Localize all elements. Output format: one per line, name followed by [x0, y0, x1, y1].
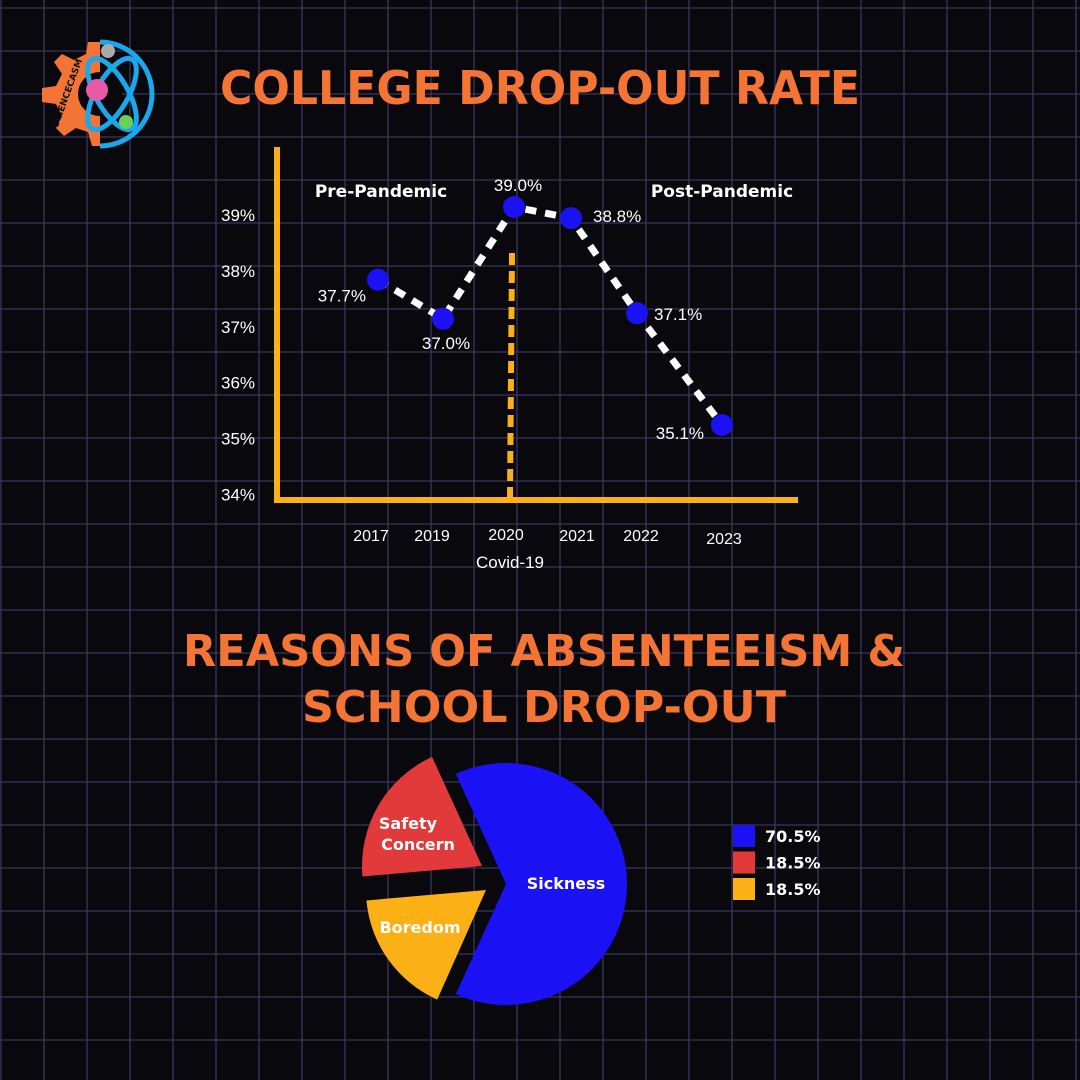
data-point — [367, 268, 389, 291]
legend-label: 18.5% — [765, 880, 821, 899]
earth-icon — [119, 115, 133, 129]
pie-legend: 70.5% 18.5% 18.5% — [733, 825, 821, 900]
sciencecasm-logo: SCIENCECASM — [42, 39, 155, 149]
data-point — [711, 414, 733, 437]
x-tick-label: 2017 — [353, 528, 389, 545]
pre-pandemic-label: Pre-Pandemic — [315, 182, 447, 202]
x-tick-label: 2019 — [414, 528, 450, 545]
data-label: 37.0% — [422, 334, 470, 353]
covid-label: Covid-19 — [476, 553, 544, 572]
pie-slice-safety-concern — [362, 756, 482, 877]
data-point — [503, 196, 525, 218]
data-point — [626, 302, 648, 325]
line-chart-title: COLLEGE DROP-OUT RATE — [220, 61, 860, 115]
moon-icon — [101, 44, 115, 58]
y-tick-label: 37% — [221, 318, 255, 337]
slice-label-sickness: Sickness — [527, 874, 605, 893]
data-point — [432, 307, 454, 330]
data-label: 37.1% — [654, 305, 702, 324]
y-tick-label: 35% — [221, 430, 255, 449]
data-label: 35.1% — [656, 424, 704, 443]
pie-slice-boredom — [366, 890, 486, 1000]
y-tick-label: 39% — [221, 206, 255, 225]
pie-chart — [362, 756, 628, 1005]
line-series: 37.7% 37.0% 39.0% 38.8% 37.1% 35.1% — [318, 176, 733, 443]
x-tick-label: 2022 — [623, 528, 659, 545]
pie-chart-title-line-1: REASONS OF ABSENTEEISM & — [183, 626, 905, 677]
pie-chart-title-line-2: SCHOOL DROP-OUT — [302, 682, 786, 733]
y-tick-label: 36% — [221, 374, 255, 393]
series-line — [376, 203, 725, 428]
x-tick-label: 2020 — [488, 527, 524, 544]
slice-label-safety-line-1: Safety — [379, 814, 438, 833]
legend-swatch — [733, 851, 755, 874]
x-tick-label: 2023 — [706, 531, 742, 548]
legend-label: 70.5% — [765, 827, 821, 846]
pie-slice-sickness — [455, 763, 628, 1005]
y-tick-labels: 39% 38% 37% 36% 35% 34% — [221, 206, 255, 505]
data-label: 39.0% — [494, 176, 542, 195]
legend-label: 18.5% — [765, 854, 821, 873]
slice-label-boredom: Boredom — [379, 918, 460, 937]
y-tick-label: 34% — [221, 486, 255, 505]
brain-icon — [86, 79, 108, 101]
data-label: 37.7% — [318, 287, 366, 306]
legend-swatch — [733, 825, 755, 847]
x-tick-labels: 2017 2019 2020 2021 2022 2023 — [353, 527, 742, 548]
legend-swatch — [733, 878, 755, 900]
slice-label-safety-line-2: Concern — [381, 835, 455, 854]
data-point — [560, 207, 582, 230]
post-pandemic-label: Post-Pandemic — [651, 182, 793, 202]
covid-marker-line — [507, 252, 515, 498]
x-tick-label: 2021 — [559, 528, 595, 545]
data-label: 38.8% — [593, 207, 641, 226]
y-tick-label: 38% — [221, 262, 255, 281]
